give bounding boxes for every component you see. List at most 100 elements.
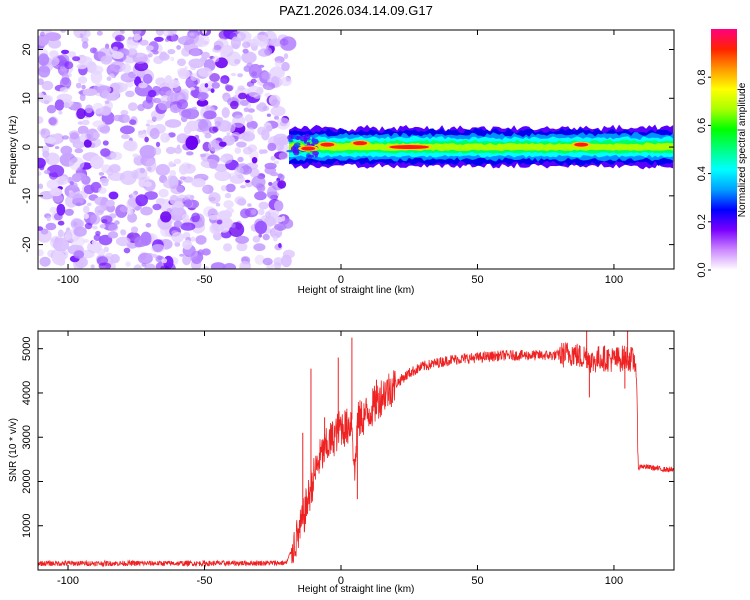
noise-blob: [278, 152, 289, 160]
colorbar-tick-label: 0.4: [696, 166, 708, 181]
noise-blob: [48, 116, 59, 127]
noise-blob: [234, 147, 241, 154]
noise-blob: [220, 185, 227, 192]
colorbar-ticks: 0.0 0.2 0.4 0.6 0.8: [696, 70, 711, 278]
noise-blob: [38, 226, 44, 231]
colorbar-tick-label: 0.8: [696, 70, 708, 85]
noise-blob: [74, 148, 84, 154]
noise-blob: [215, 202, 221, 207]
noise-blob: [237, 31, 252, 42]
noise-blob: [196, 253, 204, 262]
noise-blob: [81, 36, 89, 44]
noise-blob: [154, 36, 164, 42]
noise-blob: [78, 76, 88, 84]
noise-blob: [45, 158, 50, 163]
noise-blob: [125, 261, 131, 267]
noise-blob: [123, 140, 136, 151]
noise-blob: [173, 220, 183, 228]
noise-blob: [182, 254, 192, 266]
noise-blob: [145, 175, 151, 182]
noise-blob: [240, 99, 249, 106]
noise-blob: [167, 49, 176, 55]
noise-blob: [54, 99, 65, 111]
noise-blob: [139, 167, 145, 174]
noise-blob: [223, 243, 232, 252]
noise-blob: [92, 120, 106, 128]
noise-blob: [173, 158, 182, 165]
noise-blob: [137, 104, 145, 112]
noise-blob: [81, 84, 86, 90]
noise-blob: [141, 262, 147, 267]
noise-blob: [133, 33, 142, 41]
noise-blob: [95, 230, 101, 236]
spectrogram-y-label: Frequency (Hz): [8, 116, 19, 185]
noise-blob: [151, 244, 166, 253]
noise-blob: [265, 124, 273, 132]
spectrogram-y-ticks: 20 10 0 -10 -20: [21, 43, 674, 253]
noise-blob: [56, 203, 66, 216]
noise-blob: [247, 203, 252, 207]
x-tick-label: -50: [197, 575, 213, 587]
noise-blob: [155, 141, 161, 147]
noise-blob: [281, 215, 286, 222]
noise-blob: [92, 225, 98, 230]
noise-blob: [274, 200, 284, 212]
noise-blob: [132, 153, 139, 158]
hot-spot: [389, 145, 430, 150]
noise-blob: [274, 216, 284, 223]
noise-blob: [214, 170, 231, 182]
noise-blob: [258, 149, 265, 155]
noise-blob: [230, 100, 239, 110]
noise-blob: [262, 233, 270, 241]
noise-blob: [202, 185, 210, 193]
noise-blob: [40, 128, 51, 139]
noise-blob: [38, 53, 50, 66]
noise-blob: [64, 71, 68, 76]
noise-blob: [225, 183, 236, 193]
noise-blob: [170, 56, 175, 62]
noise-blob: [273, 115, 280, 120]
noise-blob: [59, 87, 69, 93]
noise-blob: [80, 249, 95, 259]
noise-blob: [167, 132, 176, 138]
noise-blob: [130, 226, 139, 233]
noise-blob: [152, 97, 162, 104]
noise-blob: [170, 184, 185, 195]
noise-blob: [270, 106, 286, 117]
noise-blob: [262, 105, 270, 111]
transition-blob: [294, 142, 301, 146]
noise-blob: [180, 222, 196, 231]
noise-blob: [208, 126, 218, 134]
noise-blob: [183, 125, 192, 135]
hot-spot: [574, 142, 589, 147]
noise-blob: [263, 216, 276, 227]
noise-blob: [273, 257, 283, 266]
transition-blob: [306, 141, 311, 147]
noise-blob: [221, 217, 233, 229]
noise-blob: [134, 236, 149, 247]
x-tick-label: -50: [197, 274, 213, 286]
noise-blob: [83, 238, 89, 243]
noise-blob: [239, 260, 252, 269]
noise-blob: [149, 128, 160, 140]
noise-blob: [178, 164, 189, 175]
noise-blob: [123, 247, 131, 254]
noise-blob: [46, 216, 51, 222]
noise-blob: [92, 131, 100, 139]
noise-blob: [181, 213, 190, 221]
noise-blob: [104, 100, 110, 104]
noise-blob: [63, 102, 70, 109]
noise-blob: [223, 200, 234, 209]
noise-blob: [120, 229, 127, 236]
noise-blob: [281, 61, 290, 72]
noise-blob: [72, 193, 84, 206]
y-tick-label: 5000: [21, 336, 33, 360]
noise-blob: [56, 176, 69, 186]
noise-blob: [234, 166, 244, 176]
noise-blob: [160, 265, 170, 269]
noise-blob: [78, 90, 83, 95]
snr-spikes: [302, 331, 629, 520]
noise-blob: [250, 78, 257, 84]
noise-blob: [140, 206, 153, 216]
noise-blob: [236, 141, 247, 148]
